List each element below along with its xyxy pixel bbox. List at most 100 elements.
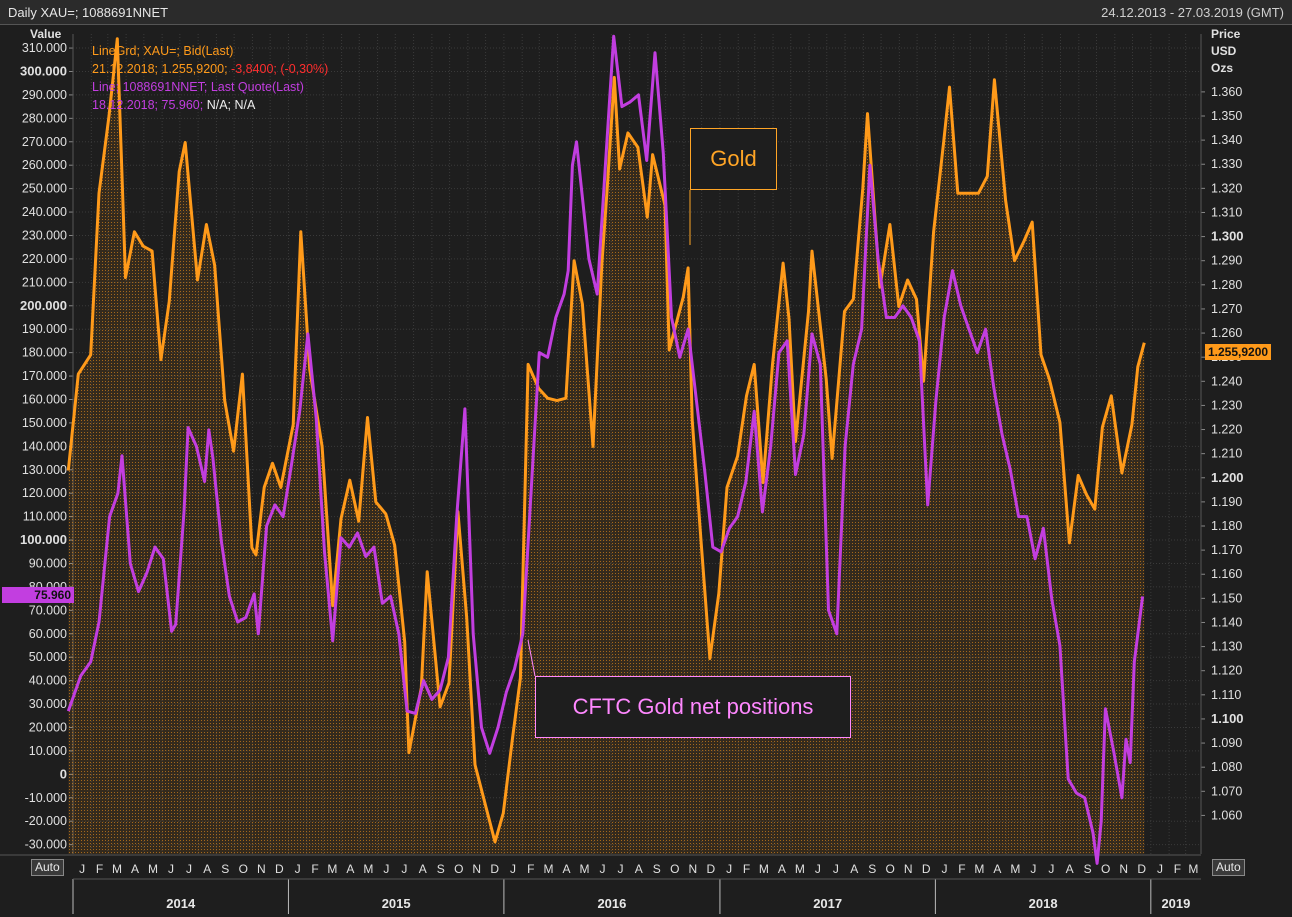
left-tick-label: -20.000: [25, 814, 67, 828]
left-tick-label: 40.000: [29, 674, 67, 688]
month-label: J: [401, 862, 407, 876]
right-tick-label: 1.080: [1211, 760, 1242, 774]
month-label: N: [688, 862, 697, 876]
month-label: A: [419, 862, 427, 876]
last-value-tag: 75.960: [2, 587, 74, 603]
month-label: S: [1084, 862, 1092, 876]
left-tick-label: 260.000: [22, 158, 67, 172]
chart-header: Daily XAU=; 1088691NNET 24.12.2013 - 27.…: [0, 0, 1292, 25]
month-label: S: [653, 862, 661, 876]
month-label: D: [490, 862, 499, 876]
left-tick-label: 300.000: [20, 63, 67, 78]
right-axis-title-line: USD: [1211, 44, 1237, 58]
year-label: 2015: [382, 896, 411, 911]
right-tick-label: 1.260: [1211, 326, 1242, 340]
cftc-net-positions-line: [66, 34, 1145, 865]
legend-cftc-readout: 18.12.2018; 75.960; N/A; N/A: [92, 96, 328, 114]
year-label: 2014: [166, 896, 196, 911]
right-tick-label: 1.200: [1211, 470, 1244, 485]
left-tick-label: 90.000: [29, 556, 67, 570]
month-label: M: [112, 862, 122, 876]
left-axis-title: Value: [30, 27, 62, 41]
right-tick-label: 1.310: [1211, 205, 1242, 219]
month-label: D: [275, 862, 284, 876]
left-auto-scale-button[interactable]: Auto: [31, 859, 64, 876]
right-tick-label: 1.350: [1211, 109, 1242, 123]
right-tick-label: 1.240: [1211, 374, 1242, 388]
month-label: N: [472, 862, 481, 876]
month-label: A: [1066, 862, 1074, 876]
month-label: J: [599, 862, 605, 876]
right-tick-label: 1.130: [1211, 640, 1242, 654]
month-label: A: [346, 862, 354, 876]
legend-gold-value: 21.12.2018; 1.255,9200;: [92, 62, 228, 76]
left-tick-label: 190.000: [22, 322, 67, 336]
month-label: D: [706, 862, 715, 876]
month-label: A: [203, 862, 211, 876]
month-label: A: [635, 862, 643, 876]
cftc-annotation-box: CFTC Gold net positions: [535, 676, 851, 738]
legend-cftc-series: Line; 1088691NNET; Last Quote(Last): [92, 80, 304, 94]
left-tick-label: 160.000: [22, 392, 67, 406]
legend-gold-change: -3,8400; (-0,30%): [231, 62, 329, 76]
month-label: D: [922, 862, 931, 876]
gold-price-line: [66, 37, 1146, 844]
month-label: J: [510, 862, 516, 876]
legend-cftc-na: N/A; N/A: [206, 98, 256, 112]
month-label: A: [993, 862, 1001, 876]
month-label: J: [617, 862, 623, 876]
right-tick-label: 1.340: [1211, 133, 1242, 147]
cftc-annotation-leader: [527, 639, 536, 677]
month-label: M: [974, 862, 984, 876]
right-tick-label: 1.170: [1211, 543, 1242, 557]
right-axis-title-line: Price: [1211, 27, 1241, 41]
month-label: J: [815, 862, 821, 876]
month-label: N: [257, 862, 266, 876]
month-label: J: [79, 862, 85, 876]
right-tick-label: 1.120: [1211, 664, 1242, 678]
right-tick-label: 1.070: [1211, 784, 1242, 798]
left-tick-label: 140.000: [22, 439, 67, 453]
month-label: M: [579, 862, 589, 876]
right-tick-label: 1.060: [1211, 808, 1242, 822]
month-label: F: [96, 862, 103, 876]
month-label: F: [311, 862, 318, 876]
right-auto-scale-button[interactable]: Auto: [1212, 859, 1245, 876]
left-tick-label: 210.000: [22, 275, 67, 289]
month-label: M: [759, 862, 769, 876]
month-label: M: [148, 862, 158, 876]
month-label: O: [454, 862, 463, 876]
left-tick-label: 70.000: [29, 603, 67, 617]
month-label: F: [743, 862, 750, 876]
legend-cftc-value: 18.12.2018; 75.960;: [92, 98, 204, 112]
month-label: J: [1157, 862, 1163, 876]
right-tick-label: 1.320: [1211, 181, 1242, 195]
month-label: A: [850, 862, 858, 876]
month-label: N: [904, 862, 913, 876]
month-label: M: [363, 862, 373, 876]
right-tick-label: 1.330: [1211, 157, 1242, 171]
left-tick-label: 240.000: [22, 205, 67, 219]
month-label: S: [437, 862, 445, 876]
right-tick-label: 1.290: [1211, 254, 1242, 268]
gold-annotation-label: Gold: [710, 146, 757, 171]
month-label: J: [726, 862, 732, 876]
left-tick-label: 130.000: [22, 463, 67, 477]
month-label: N: [1119, 862, 1128, 876]
month-label: O: [670, 862, 679, 876]
left-tick-label: 10.000: [29, 744, 67, 758]
month-label: F: [1174, 862, 1181, 876]
left-tick-label: 50.000: [29, 650, 67, 664]
month-label: J: [942, 862, 948, 876]
month-label: M: [543, 862, 553, 876]
left-tick-label: 310.000: [22, 41, 67, 55]
year-label: 2016: [597, 896, 626, 911]
month-label: F: [958, 862, 965, 876]
left-tick-label: 150.000: [22, 416, 67, 430]
right-tick-label: 1.230: [1211, 398, 1242, 412]
left-tick-label: 100.000: [20, 532, 67, 547]
month-label: O: [239, 862, 248, 876]
left-tick-label: 120.000: [22, 486, 67, 500]
legend: LineGrd; XAU=; Bid(Last) 21.12.2018; 1.2…: [92, 42, 328, 114]
